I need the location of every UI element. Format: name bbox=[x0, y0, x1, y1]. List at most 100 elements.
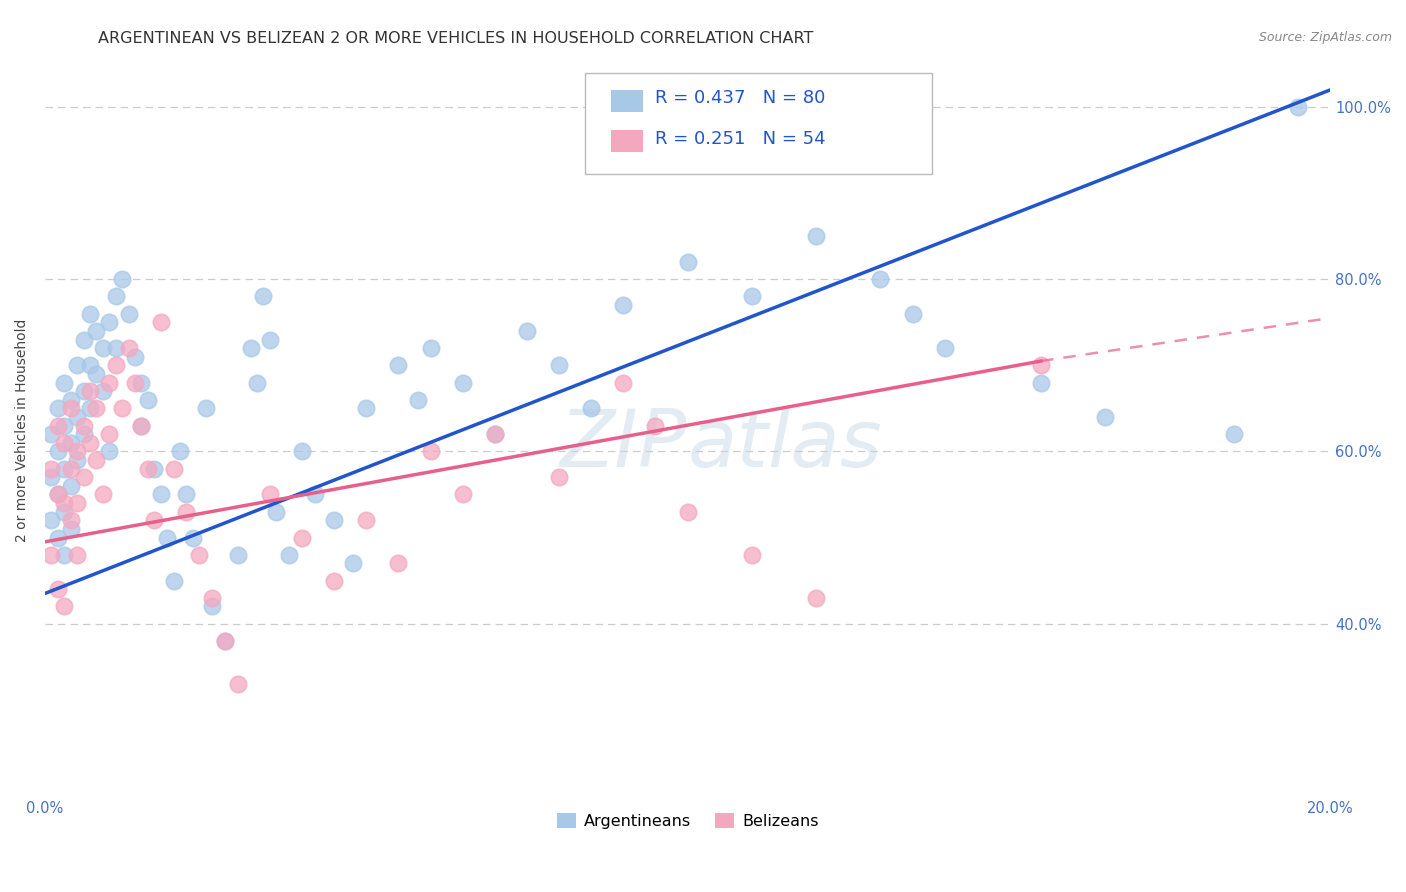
Point bbox=[516, 324, 538, 338]
Point bbox=[356, 401, 378, 416]
Point bbox=[406, 392, 429, 407]
Point bbox=[104, 341, 127, 355]
Point bbox=[201, 591, 224, 605]
Point bbox=[72, 418, 94, 433]
Point bbox=[86, 324, 108, 338]
Point bbox=[451, 376, 474, 390]
Point bbox=[136, 461, 159, 475]
Point bbox=[53, 599, 76, 614]
Point bbox=[451, 487, 474, 501]
Point bbox=[676, 255, 699, 269]
Point bbox=[72, 427, 94, 442]
Point bbox=[246, 376, 269, 390]
Point bbox=[291, 444, 314, 458]
Point bbox=[1029, 359, 1052, 373]
Point bbox=[1029, 376, 1052, 390]
Point bbox=[176, 487, 198, 501]
Point bbox=[676, 505, 699, 519]
Point bbox=[66, 548, 89, 562]
Point bbox=[131, 418, 153, 433]
Point bbox=[46, 531, 69, 545]
Point bbox=[131, 418, 153, 433]
Point bbox=[72, 333, 94, 347]
Point bbox=[741, 548, 763, 562]
Point bbox=[266, 505, 288, 519]
Point bbox=[143, 513, 166, 527]
Point bbox=[46, 487, 69, 501]
Bar bbox=[610, 130, 643, 152]
Point bbox=[1094, 409, 1116, 424]
FancyBboxPatch shape bbox=[585, 73, 932, 174]
Point bbox=[201, 599, 224, 614]
Point bbox=[111, 272, 134, 286]
Point bbox=[804, 591, 827, 605]
Point bbox=[226, 677, 249, 691]
Point bbox=[387, 557, 409, 571]
Point bbox=[1286, 100, 1309, 114]
Text: atlas: atlas bbox=[688, 406, 883, 483]
Point bbox=[66, 409, 89, 424]
Point bbox=[136, 392, 159, 407]
Point bbox=[162, 574, 184, 588]
Point bbox=[214, 633, 236, 648]
Point bbox=[53, 376, 76, 390]
Point bbox=[46, 401, 69, 416]
Point bbox=[59, 479, 82, 493]
Point bbox=[548, 359, 571, 373]
Point bbox=[252, 289, 274, 303]
Point bbox=[66, 444, 89, 458]
Point bbox=[59, 392, 82, 407]
Point bbox=[176, 505, 198, 519]
Point bbox=[484, 427, 506, 442]
Point bbox=[323, 574, 346, 588]
Point bbox=[149, 315, 172, 329]
Point bbox=[484, 427, 506, 442]
Point bbox=[79, 384, 101, 399]
Point bbox=[419, 444, 441, 458]
Point bbox=[869, 272, 891, 286]
Point bbox=[644, 418, 666, 433]
Point bbox=[86, 401, 108, 416]
Point bbox=[46, 418, 69, 433]
Point bbox=[91, 487, 114, 501]
Point bbox=[91, 341, 114, 355]
Point bbox=[72, 470, 94, 484]
Point bbox=[901, 307, 924, 321]
Point bbox=[188, 548, 211, 562]
Legend: Argentineans, Belizeans: Argentineans, Belizeans bbox=[550, 807, 825, 835]
Point bbox=[86, 367, 108, 381]
Point bbox=[1223, 427, 1246, 442]
Point bbox=[46, 444, 69, 458]
Point bbox=[66, 359, 89, 373]
Point bbox=[53, 461, 76, 475]
Point bbox=[59, 522, 82, 536]
Point bbox=[741, 289, 763, 303]
Point bbox=[79, 307, 101, 321]
Point bbox=[59, 401, 82, 416]
Point bbox=[72, 384, 94, 399]
Text: ZIP: ZIP bbox=[560, 406, 688, 483]
Point bbox=[66, 496, 89, 510]
Point bbox=[104, 359, 127, 373]
Point bbox=[53, 496, 76, 510]
Point bbox=[41, 513, 63, 527]
Point bbox=[46, 487, 69, 501]
Point bbox=[41, 427, 63, 442]
Bar bbox=[610, 90, 643, 112]
Point bbox=[53, 435, 76, 450]
Point bbox=[419, 341, 441, 355]
Point bbox=[259, 333, 281, 347]
Point bbox=[59, 435, 82, 450]
Point bbox=[66, 453, 89, 467]
Text: ARGENTINEAN VS BELIZEAN 2 OR MORE VEHICLES IN HOUSEHOLD CORRELATION CHART: ARGENTINEAN VS BELIZEAN 2 OR MORE VEHICL… bbox=[98, 31, 814, 46]
Point bbox=[804, 229, 827, 244]
Point bbox=[59, 513, 82, 527]
Point bbox=[53, 548, 76, 562]
Point bbox=[291, 531, 314, 545]
Point bbox=[98, 427, 121, 442]
Point bbox=[323, 513, 346, 527]
Point bbox=[156, 531, 179, 545]
Point bbox=[162, 461, 184, 475]
Point bbox=[41, 470, 63, 484]
Point bbox=[612, 376, 634, 390]
